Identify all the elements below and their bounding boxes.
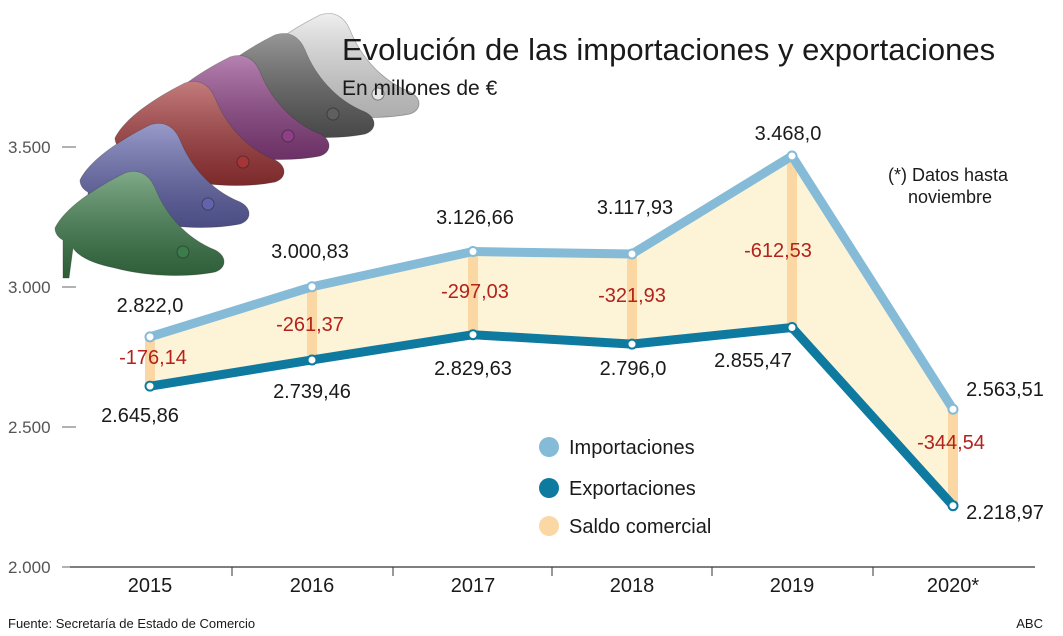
legend-swatch — [539, 437, 559, 457]
exportaciones-label: 2.645,86 — [101, 405, 179, 427]
series-points — [144, 150, 959, 512]
exportaciones-point — [947, 500, 959, 512]
chart-subtitle: En millones de € — [342, 77, 498, 100]
importaciones-point — [947, 403, 959, 415]
importaciones-label: 3.000,83 — [271, 241, 349, 263]
y-tick-label: 2.000 — [8, 558, 51, 577]
trade-balance-band — [150, 155, 953, 506]
x-axis: 2015 2016 2017 2018 2019 2020* — [70, 566, 1035, 597]
importaciones-point — [306, 281, 318, 293]
importaciones-label: 3.126,66 — [436, 207, 514, 229]
saldo-label: -176,14 — [119, 347, 187, 369]
legend: Importaciones Exportaciones Saldo comercia… — [539, 437, 711, 538]
exportaciones-point — [144, 380, 156, 392]
legend-label: Saldo comercial — [569, 516, 711, 538]
importaciones-label: 3.468,0 — [755, 123, 822, 145]
balance-bar — [627, 253, 637, 345]
saldo-label: -321,93 — [598, 285, 666, 307]
chart-title: Evolución de las importaciones y exporta… — [342, 32, 995, 67]
y-tick-label: 3.500 — [8, 138, 51, 157]
x-tick-label: 2017 — [451, 575, 496, 597]
exportaciones-point — [306, 354, 318, 366]
annotation-line-1: (*) Datos hasta — [888, 165, 1009, 185]
exportaciones-label: 2.829,63 — [434, 358, 512, 380]
y-axis: 2.000 2.500 3.000 3.500 — [8, 138, 76, 577]
importaciones-line — [145, 151, 958, 414]
saldo-label: -612,53 — [744, 240, 812, 262]
balance-bar — [145, 336, 155, 387]
saldo-label: -344,54 — [917, 432, 985, 454]
exportaciones-point — [467, 329, 479, 341]
x-tick-label: 2018 — [610, 575, 655, 597]
balance-bar — [468, 251, 478, 335]
exportaciones-line — [145, 322, 958, 511]
exportaciones-label: 2.855,47 — [714, 350, 792, 372]
importaciones-point — [467, 246, 479, 258]
importaciones-label: 2.822,0 — [117, 295, 184, 317]
x-tick-label: 2019 — [770, 575, 815, 597]
shoe-6 — [54, 171, 225, 279]
shoes-illustration — [54, 13, 420, 279]
exportaciones-label: 2.739,46 — [273, 381, 351, 403]
importaciones-point — [786, 150, 798, 162]
y-tick-label: 2.500 — [8, 418, 51, 437]
y-tick-label: 3.000 — [8, 278, 51, 297]
exportaciones-label: 2.796,0 — [600, 358, 667, 380]
importaciones-label: 3.117,93 — [597, 197, 673, 219]
exportaciones-point — [786, 321, 798, 333]
source-note: Fuente: Secretaría de Estado de Comercio — [8, 616, 255, 631]
saldo-label: -297,03 — [441, 281, 509, 303]
saldo-label: -261,37 — [276, 314, 344, 336]
series-lines — [145, 151, 958, 511]
importaciones-point — [626, 248, 638, 260]
legend-swatch — [539, 478, 559, 498]
credit: ABC — [1016, 616, 1043, 631]
balance-bar — [787, 155, 797, 328]
legend-label: Exportaciones — [569, 478, 696, 500]
data-labels: 2.822,0 3.000,83 3.126,66 3.117,93 3.468,0 2.… — [101, 123, 1044, 524]
x-tick-label: 2016 — [290, 575, 335, 597]
exportaciones-point — [626, 338, 638, 350]
importaciones-point — [144, 331, 156, 343]
balance-bar — [948, 409, 958, 506]
annotation-line-2: noviembre — [908, 187, 992, 207]
importaciones-label: 2.563,51 — [966, 379, 1044, 401]
balance-bars — [145, 155, 958, 506]
exportaciones-label: 2.218,97 — [966, 502, 1044, 524]
legend-label: Importaciones — [569, 437, 695, 459]
x-tick-label: 2015 — [128, 575, 173, 597]
legend-swatch — [539, 516, 559, 536]
balance-bar — [307, 286, 317, 360]
x-tick-label: 2020* — [927, 575, 979, 597]
